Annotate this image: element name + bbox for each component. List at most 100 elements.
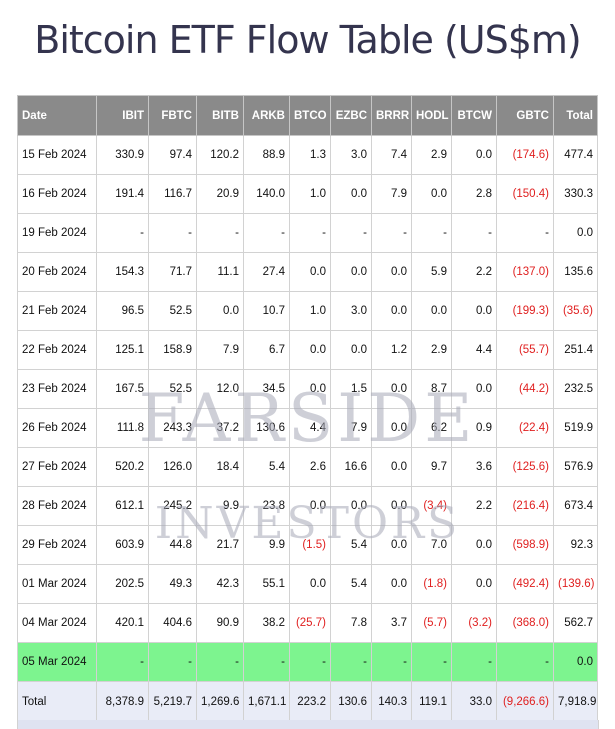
cell-hodl: 2.9 bbox=[411, 135, 452, 175]
cell-arkb: 1,671.1 bbox=[243, 681, 290, 723]
cell-btcw: 3.6 bbox=[451, 447, 497, 487]
table-row: 27 Feb 2024 520.2 126.0 18.4 5.4 2.6 16.6 0.0 9.… bbox=[17, 447, 598, 487]
cell-btco: (25.7) bbox=[289, 603, 331, 643]
cell-brrr: 3.7 bbox=[371, 603, 412, 643]
cell-btcw: 4.4 bbox=[451, 330, 497, 370]
cell-btco: 0.0 bbox=[289, 252, 331, 292]
cell-btco: (1.5) bbox=[289, 525, 331, 565]
cell-fbtc: 52.5 bbox=[148, 369, 197, 409]
cell-ibit: 191.4 bbox=[96, 174, 149, 214]
cell-ibit: 125.1 bbox=[96, 330, 149, 370]
row-label: 29 Feb 2024 bbox=[17, 525, 97, 565]
cell-btcw: - bbox=[451, 213, 497, 253]
cell-gbtc: - bbox=[496, 213, 554, 253]
table-row: 04 Mar 2024 420.1 404.6 90.9 38.2 (25.7) 7.8 3.… bbox=[17, 603, 598, 643]
cell-fbtc: 49.3 bbox=[148, 564, 197, 604]
cell-fbtc: - bbox=[148, 642, 197, 682]
row-label: 21 Feb 2024 bbox=[17, 291, 97, 331]
cell-ibit: 167.5 bbox=[96, 369, 149, 409]
cell-btcw: - bbox=[451, 642, 497, 682]
total-row: Total 8,378.9 5,219.7 1,269.6 1,671.1 223.2 13… bbox=[17, 681, 598, 723]
cell-bitb: 0.0 bbox=[196, 291, 244, 331]
cell-ibit: 520.2 bbox=[96, 447, 149, 487]
cell-gbtc: (174.6) bbox=[496, 135, 554, 175]
cell-hodl: 9.7 bbox=[411, 447, 452, 487]
cell-ezbc: 0.0 bbox=[330, 486, 372, 526]
cell-brrr: 0.0 bbox=[371, 369, 412, 409]
cell-btco: 0.0 bbox=[289, 369, 331, 409]
cell-total: 0.0 bbox=[553, 642, 598, 682]
table-row: 29 Feb 2024 603.9 44.8 21.7 9.9 (1.5) 5.4 0.0 7.… bbox=[17, 525, 598, 565]
cell-bitb: 12.0 bbox=[196, 369, 244, 409]
cell-bitb: 1,269.6 bbox=[196, 681, 244, 723]
row-label: 19 Feb 2024 bbox=[17, 213, 97, 253]
table-row: 05 Mar 2024- - - - - - - - - -0.0 bbox=[17, 642, 598, 682]
cell-arkb: - bbox=[243, 642, 290, 682]
cell-bitb: 9.9 bbox=[196, 486, 244, 526]
cell-total: 135.6 bbox=[553, 252, 598, 292]
cell-ezbc: 3.0 bbox=[330, 135, 372, 175]
cell-arkb: 9.9 bbox=[243, 525, 290, 565]
etf-flow-table: Date IBIT FBTC BITB ARKB BTCO EZBC BRRR HODL BTCW… bbox=[17, 95, 598, 723]
cell-hodl: - bbox=[411, 213, 452, 253]
cell-hodl: 0.0 bbox=[411, 291, 452, 331]
cell-brrr: 0.0 bbox=[371, 252, 412, 292]
cell-ezbc: 5.4 bbox=[330, 564, 372, 604]
cell-total: 576.9 bbox=[553, 447, 598, 487]
table-row: 21 Feb 2024 96.5 52.5 0.0 10.7 1.0 3.0 0.0 0.0 0.… bbox=[17, 291, 598, 331]
cell-brrr: 140.3 bbox=[371, 681, 412, 723]
cell-btco: - bbox=[289, 213, 331, 253]
row-label: 22 Feb 2024 bbox=[17, 330, 97, 370]
cell-fbtc: 71.7 bbox=[148, 252, 197, 292]
cell-fbtc: 52.5 bbox=[148, 291, 197, 331]
cell-btco: 1.0 bbox=[289, 174, 331, 214]
cell-hodl: (3.4) bbox=[411, 486, 452, 526]
cell-arkb: 130.6 bbox=[243, 408, 290, 448]
cell-ezbc: - bbox=[330, 213, 372, 253]
cell-gbtc: (137.0) bbox=[496, 252, 554, 292]
cell-gbtc: (125.6) bbox=[496, 447, 554, 487]
table-header-row: Date IBIT FBTC BITB ARKB BTCO EZBC BRRR HODL BTCW… bbox=[17, 95, 598, 136]
column-header-date: Date bbox=[17, 95, 97, 136]
row-label: 27 Feb 2024 bbox=[17, 447, 97, 487]
cell-ibit: 330.9 bbox=[96, 135, 149, 175]
cell-fbtc: 126.0 bbox=[148, 447, 197, 487]
cell-btco: 0.0 bbox=[289, 564, 331, 604]
table-row: 20 Feb 2024 154.3 71.7 11.1 27.4 0.0 0.0 0.0 5.9… bbox=[17, 252, 598, 292]
cell-gbtc: (492.4) bbox=[496, 564, 554, 604]
cell-ezbc: 7.9 bbox=[330, 408, 372, 448]
cell-ezbc: 16.6 bbox=[330, 447, 372, 487]
cell-brrr: 1.2 bbox=[371, 330, 412, 370]
cell-hodl: 5.9 bbox=[411, 252, 452, 292]
cell-total: (139.6) bbox=[553, 564, 598, 604]
column-header-arkb: ARKB bbox=[243, 95, 290, 136]
cell-ibit: 202.5 bbox=[96, 564, 149, 604]
cell-btcw: 0.0 bbox=[451, 135, 497, 175]
cell-btcw: 2.2 bbox=[451, 252, 497, 292]
cell-bitb: 42.3 bbox=[196, 564, 244, 604]
row-label: 04 Mar 2024 bbox=[17, 603, 97, 643]
cell-bitb: 21.7 bbox=[196, 525, 244, 565]
cell-brrr: 0.0 bbox=[371, 486, 412, 526]
column-header-btco: BTCO bbox=[289, 95, 331, 136]
cell-btco: 2.6 bbox=[289, 447, 331, 487]
row-label: 28 Feb 2024 bbox=[17, 486, 97, 526]
cell-fbtc: - bbox=[148, 213, 197, 253]
row-label: 01 Mar 2024 bbox=[17, 564, 97, 604]
cell-total: 673.4 bbox=[553, 486, 598, 526]
cell-bitb: 11.1 bbox=[196, 252, 244, 292]
cell-gbtc: (9,266.6) bbox=[496, 681, 554, 723]
cell-arkb: 55.1 bbox=[243, 564, 290, 604]
cell-arkb: 38.2 bbox=[243, 603, 290, 643]
cell-btcw: 0.0 bbox=[451, 525, 497, 565]
column-header-hodl: HODL bbox=[411, 95, 452, 136]
cell-gbtc: (368.0) bbox=[496, 603, 554, 643]
cell-bitb: 20.9 bbox=[196, 174, 244, 214]
cell-fbtc: 243.3 bbox=[148, 408, 197, 448]
row-label: 23 Feb 2024 bbox=[17, 369, 97, 409]
page-title: Bitcoin ETF Flow Table (US$m) bbox=[34, 18, 582, 62]
cell-btcw: 33.0 bbox=[451, 681, 497, 723]
cell-ezbc: 3.0 bbox=[330, 291, 372, 331]
table-row: 22 Feb 2024 125.1 158.9 7.9 6.7 0.0 0.0 1.2 2.9 4… bbox=[17, 330, 598, 370]
cell-gbtc: - bbox=[496, 642, 554, 682]
